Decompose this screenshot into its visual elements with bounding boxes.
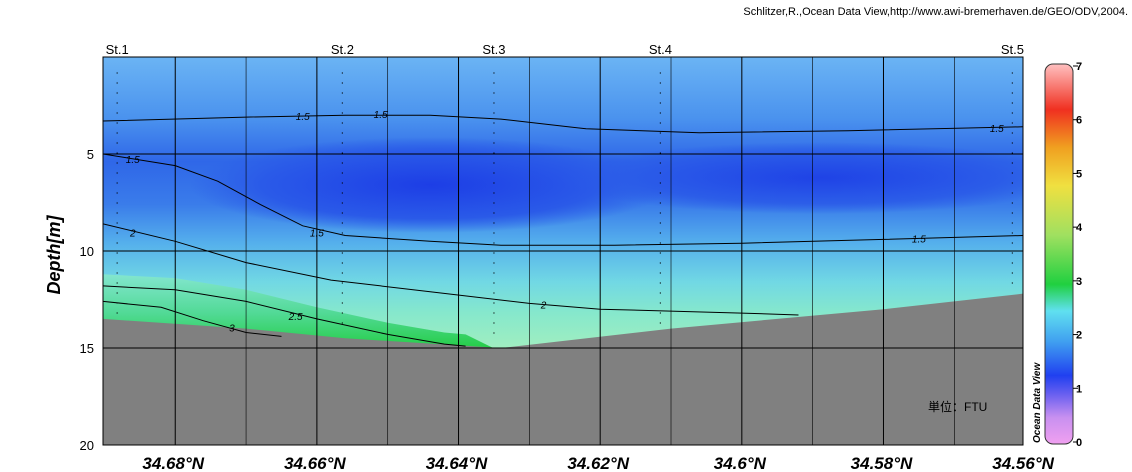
seafloor-mask bbox=[103, 293, 1023, 445]
x-tick-label: 34.62°N bbox=[567, 454, 629, 472]
contour-label: 1.5 bbox=[310, 229, 324, 240]
colorbar-tick-label: 6 bbox=[1076, 115, 1082, 127]
y-tick-label: 20 bbox=[80, 438, 94, 453]
station-label: St.1 bbox=[106, 42, 129, 57]
colorbar-tick-label: 7 bbox=[1076, 61, 1082, 73]
y-tick-label: 5 bbox=[87, 147, 94, 162]
x-tick-label: 34.64°N bbox=[426, 454, 488, 472]
contour-line bbox=[103, 285, 466, 347]
plot-frame bbox=[102, 56, 1024, 446]
station-sample-dots bbox=[116, 72, 1013, 342]
contour-label: 2 bbox=[129, 229, 136, 240]
low-turbidity-core-east bbox=[560, 142, 1023, 214]
station-labels: St.1 St.2 St.3 St.4 St.5 bbox=[106, 42, 1024, 57]
y-axis-ticks: 5 10 15 20 bbox=[80, 147, 94, 453]
colorbar-scale bbox=[1044, 63, 1074, 445]
station-label: St.2 bbox=[331, 42, 354, 57]
contour-label: 1.5 bbox=[912, 234, 926, 245]
colorbar-tick-label: 3 bbox=[1076, 276, 1082, 288]
colorbar-tick-label: 4 bbox=[1076, 222, 1083, 234]
x-axis-ticks: 34.68°N 34.66°N 34.64°N 34.62°N 34.6°N 34.58°… bbox=[142, 454, 1054, 472]
x-tick-label: 34.6°N bbox=[714, 454, 767, 472]
station-label: St.4 bbox=[649, 42, 672, 57]
x-tick-label: 34.68°N bbox=[142, 454, 204, 472]
unit-label: 単位：FTU bbox=[928, 399, 987, 414]
x-tick-label: 34.56°N bbox=[992, 454, 1054, 472]
contour-line bbox=[103, 300, 282, 337]
colorbar-tick-label: 2 bbox=[1076, 330, 1082, 342]
contour-label: 1.5 bbox=[990, 124, 1004, 135]
contour-line bbox=[103, 114, 1023, 134]
contour-line bbox=[103, 153, 1023, 246]
colorbar-ticks: 0 1 2 3 4 5 6 7 bbox=[1073, 61, 1083, 449]
odv-watermark: Ocean Data View bbox=[1032, 362, 1043, 443]
contour-label: 2.5 bbox=[288, 312, 303, 323]
station-label: St.3 bbox=[482, 42, 505, 57]
colorbar-tick-label: 1 bbox=[1076, 383, 1082, 395]
y-tick-label: 15 bbox=[80, 341, 94, 356]
contour-label: 3 bbox=[229, 324, 235, 335]
contour-lines: 1.5 1.5 1.5 1.5 1.5 1.5 2 2 2.5 3 bbox=[103, 110, 1023, 347]
colorbar-tick-label: 0 bbox=[1076, 437, 1082, 449]
grid-lines bbox=[103, 57, 1023, 445]
contour-label: 1.5 bbox=[296, 112, 310, 123]
y-tick-label: 10 bbox=[80, 244, 94, 259]
colorbar: 0 1 2 3 4 5 6 7 bbox=[1044, 61, 1083, 449]
contour-label: 1.5 bbox=[126, 155, 140, 166]
station-label: St.5 bbox=[1001, 42, 1024, 57]
contour-label: 1.5 bbox=[374, 110, 388, 121]
contour-label: 2 bbox=[540, 300, 547, 311]
y-axis-label: Depth[m] bbox=[44, 215, 64, 295]
credit-text: Schlitzer,R.,Ocean Data View,http://www.… bbox=[743, 6, 1128, 18]
colorbar-tick-label: 5 bbox=[1076, 168, 1082, 180]
plot-area: 1.5 1.5 1.5 1.5 1.5 1.5 2 2 2.5 3 bbox=[103, 57, 1023, 445]
low-turbidity-core bbox=[190, 137, 670, 233]
x-tick-label: 34.58°N bbox=[851, 454, 913, 472]
contour-line bbox=[103, 223, 799, 316]
x-tick-label: 34.66°N bbox=[284, 454, 346, 472]
